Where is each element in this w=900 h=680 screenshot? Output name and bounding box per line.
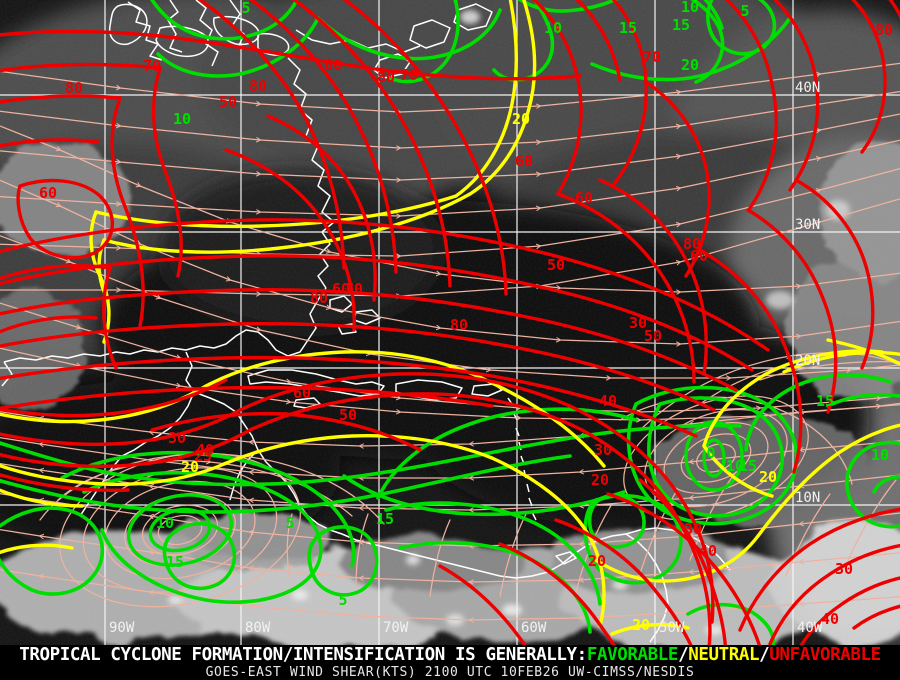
contour-label: 30 — [835, 560, 853, 578]
contour-label: 15 — [672, 16, 690, 34]
contour-label: 15 — [619, 19, 637, 37]
longitude-label: 90W — [109, 620, 135, 636]
contour-label: 80 — [875, 21, 893, 39]
contour-label: 40 — [699, 542, 717, 560]
longitude-label: 80W — [245, 620, 271, 636]
caption-subtitle: GOES-EAST WIND SHEAR(KTS) 2100 UTC 10FEB… — [205, 665, 695, 680]
longitude-label: 40W — [797, 620, 823, 636]
caption-bar: TROPICAL CYCLONE FORMATION/INTENSIFICATI… — [0, 645, 900, 680]
contour-label: 15 — [739, 457, 757, 475]
contour-label: 60 — [575, 189, 593, 207]
contour-label: 30 — [594, 441, 612, 459]
contour-label: 20 — [591, 471, 609, 489]
contour-label: 15 — [166, 553, 184, 571]
contour-label: 60 — [515, 152, 533, 170]
contour-label: 60 — [690, 247, 708, 265]
contour-label: 10 — [871, 446, 889, 464]
longitude-label: 70W — [383, 620, 409, 636]
contour-label: 5 — [338, 591, 347, 609]
contour-label: 20 — [181, 458, 199, 476]
legend-separator-1: / — [678, 645, 689, 665]
contour-label: 40 — [821, 610, 839, 628]
caption-headline-text: TROPICAL CYCLONE FORMATION/INTENSIFICATI… — [19, 645, 587, 665]
latitude-label: 10N — [795, 490, 820, 506]
contour-label: 60 — [293, 384, 311, 402]
contour-label: 40 — [599, 392, 617, 410]
legend-favorable: FAVORABLE — [586, 645, 679, 665]
contour-label: 50 — [339, 406, 357, 424]
contour-label: 5 — [285, 514, 294, 532]
contour-label: 50 — [547, 256, 565, 274]
latitude-labels: 40N 30N 20N 10N — [795, 80, 820, 506]
legend-unfavorable: UNFAVORABLE — [769, 645, 881, 665]
contour-label: 80 — [683, 235, 701, 253]
contour-label: 20 — [512, 110, 530, 128]
contour-label: 25 — [194, 447, 212, 465]
contour-label: 20 — [632, 616, 650, 634]
contour-label: 10 — [544, 19, 562, 37]
contour-label: 70 — [143, 57, 161, 75]
favorable-shear-contours — [0, 0, 900, 645]
contour-label: 30 — [629, 314, 647, 332]
latitude-label: 40N — [795, 80, 820, 96]
caption-headline: TROPICAL CYCLONE FORMATION/INTENSIFICATI… — [0, 645, 900, 665]
longitude-label: 60W — [521, 620, 547, 636]
contour-label: 80 — [249, 77, 267, 95]
contour-label: 40 — [196, 441, 214, 459]
contour-label: 10 — [726, 457, 744, 475]
legend-separator-2: / — [759, 645, 770, 665]
contour-label: 10 — [173, 110, 191, 128]
contour-label: 50 — [219, 93, 237, 111]
satellite-image-panel: 80 70 60 50 80 60 60 70 80 70 80 50 60 80 60 50 60 70 80 60… — [0, 0, 900, 645]
contour-label: 15 — [376, 510, 394, 528]
contour-label: 60 — [324, 56, 342, 74]
contour-label: 70 — [400, 66, 418, 84]
contour-label: 0 — [706, 444, 715, 462]
contour-label: 70 — [345, 280, 363, 298]
legend-neutral: NEUTRAL — [688, 645, 760, 665]
contour-label: 10 — [681, 0, 699, 16]
contour-label: 80 — [450, 316, 468, 334]
contour-label: 10 — [156, 514, 174, 532]
contour-label: 60 — [39, 184, 57, 202]
contour-label: 50 — [644, 327, 662, 345]
contour-label: 20 — [759, 468, 777, 486]
longitude-labels: 90W 80W 70W 60W 50W 40W — [109, 620, 823, 636]
contour-label: 80 — [65, 79, 83, 97]
contour-label: 70 — [643, 48, 661, 66]
unfavorable-shear-contours — [0, 0, 900, 645]
longitude-label: 50W — [659, 620, 685, 636]
contour-label: 5 — [241, 0, 250, 17]
contour-label: 80 — [310, 289, 328, 307]
contour-label: 60 — [332, 280, 350, 298]
contour-label: 20 — [588, 552, 606, 570]
contour-label: 20 — [681, 56, 699, 74]
contour-label: 30 — [684, 520, 702, 538]
contour-label: 80 — [377, 68, 395, 86]
contour-label: 30 — [168, 429, 186, 447]
latitude-label: 30N — [795, 217, 820, 233]
contour-label: 5 — [740, 2, 749, 20]
contour-label: 15 — [816, 392, 834, 410]
latitude-label: 20N — [795, 353, 820, 369]
